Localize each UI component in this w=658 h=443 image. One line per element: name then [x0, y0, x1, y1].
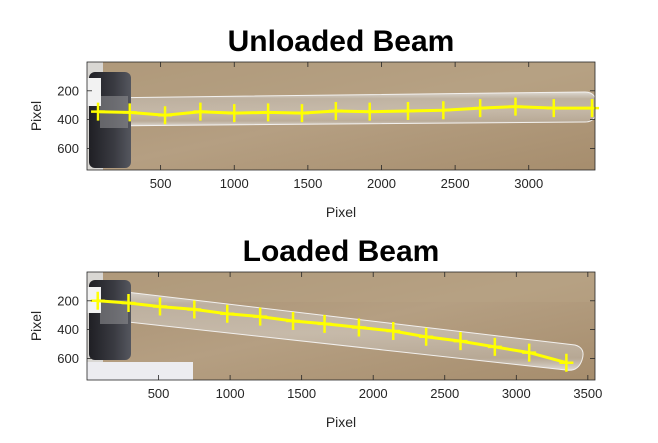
x-tick-label: 3000: [502, 386, 531, 401]
data-point-marker: [122, 103, 137, 122]
y-axis-ticks: 200 400 600: [57, 83, 595, 156]
data-point-marker: [508, 97, 523, 116]
chart-title: Loaded Beam: [243, 235, 440, 268]
chart-title: Unloaded Beam: [228, 25, 455, 58]
data-point-marker: [90, 291, 105, 310]
x-axis-ticks: 500 1000 1500 2000 2500 3000: [150, 62, 543, 191]
x-tick-label: 1500: [293, 176, 322, 191]
data-point-marker: [328, 101, 343, 120]
x-tick-label: 1000: [220, 176, 249, 191]
data-point-marker: [362, 102, 377, 121]
x-tick-label: 3000: [514, 176, 543, 191]
x-axis-ticks: 500 1000 1500 2000 2500 3000 3500: [148, 272, 602, 401]
y-tick-label: 400: [57, 322, 79, 337]
x-tick-label: 500: [148, 386, 170, 401]
y-tick-label: 400: [57, 112, 79, 127]
y-axis-label: Pixel: [28, 311, 44, 341]
data-point-marker: [400, 101, 415, 120]
unloaded-beam-chart: Unloaded Beam 500 1000 1500 2000 2500 3000 20…: [28, 25, 600, 220]
data-point-marker: [585, 99, 600, 118]
data-point-marker: [286, 311, 301, 330]
data-point-marker: [436, 101, 451, 120]
data-point-marker: [152, 297, 167, 316]
x-tick-label: 2000: [359, 386, 388, 401]
data-point-marker: [91, 102, 106, 121]
beam-markers: [91, 97, 600, 125]
data-point-marker: [487, 337, 502, 356]
data-point-marker: [121, 293, 136, 312]
plot-area-frame: [86, 271, 596, 381]
data-point-marker: [522, 343, 537, 362]
x-axis-label: Pixel: [326, 204, 356, 220]
plot-area-frame: [86, 61, 596, 171]
data-point-marker: [261, 103, 276, 122]
data-point-marker: [351, 318, 366, 337]
x-tick-label: 2500: [441, 176, 470, 191]
data-point-marker: [253, 307, 268, 326]
y-tick-label: 600: [57, 141, 79, 156]
x-tick-label: 3500: [573, 386, 602, 401]
y-tick-label: 600: [57, 351, 79, 366]
x-tick-label: 2500: [430, 386, 459, 401]
data-point-marker: [220, 304, 235, 323]
x-axis-label: Pixel: [326, 414, 356, 430]
data-point-marker: [473, 99, 488, 118]
x-tick-label: 1000: [216, 386, 245, 401]
data-point-marker: [193, 102, 208, 121]
data-point-marker: [453, 332, 468, 351]
data-point-marker: [386, 322, 401, 341]
data-point-marker: [546, 99, 561, 118]
data-point-marker: [419, 327, 434, 346]
x-tick-label: 2000: [367, 176, 396, 191]
y-axis-label: Pixel: [28, 101, 44, 131]
y-axis-ticks: 200 400 600: [57, 293, 595, 366]
x-tick-label: 500: [150, 176, 172, 191]
data-point-marker: [559, 353, 574, 372]
data-point-marker: [317, 314, 332, 333]
y-tick-label: 200: [57, 293, 79, 308]
beam-photo: [87, 62, 595, 170]
data-point-marker: [294, 104, 309, 123]
data-point-marker: [187, 300, 202, 319]
loaded-beam-chart: Loaded Beam 500 1000 1500 2000 2500 3000 3500 …: [28, 235, 602, 430]
beam-markers: [90, 291, 574, 372]
data-point-marker: [227, 104, 242, 123]
x-tick-label: 1500: [287, 386, 316, 401]
y-tick-label: 200: [57, 83, 79, 98]
data-point-marker: [158, 106, 173, 125]
